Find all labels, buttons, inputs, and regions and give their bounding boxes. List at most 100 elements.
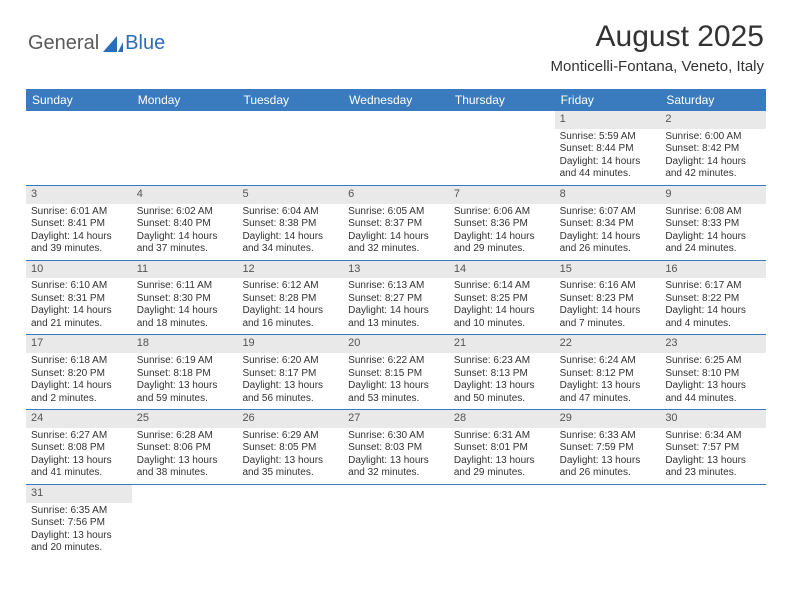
day-details: Sunrise: 6:04 AMSunset: 8:38 PMDaylight:… bbox=[237, 204, 343, 260]
day-sunset: Sunset: 7:59 PM bbox=[560, 442, 656, 455]
day-sunrise: Sunrise: 6:02 AM bbox=[137, 206, 233, 219]
calendar-week-row: 1Sunrise: 5:59 AMSunset: 8:44 PMDaylight… bbox=[26, 111, 766, 186]
day-sunrise: Sunrise: 6:19 AM bbox=[137, 355, 233, 368]
day-sunset: Sunset: 8:23 PM bbox=[560, 293, 656, 306]
day-sunrise: Sunrise: 5:59 AM bbox=[560, 131, 656, 144]
calendar-day-cell: 29Sunrise: 6:33 AMSunset: 7:59 PMDayligh… bbox=[555, 410, 661, 484]
day-daylight: Daylight: 14 hours and 4 minutes. bbox=[665, 305, 761, 330]
day-sunset: Sunset: 8:31 PM bbox=[31, 293, 127, 306]
calendar-empty-cell bbox=[660, 485, 766, 559]
day-number: 3 bbox=[26, 186, 132, 204]
day-sunset: Sunset: 8:06 PM bbox=[137, 442, 233, 455]
day-sunset: Sunset: 7:56 PM bbox=[31, 517, 127, 530]
day-details: Sunrise: 6:06 AMSunset: 8:36 PMDaylight:… bbox=[449, 204, 555, 260]
day-number: 28 bbox=[449, 410, 555, 428]
weekday-header: Monday bbox=[132, 89, 238, 111]
weekday-header: Friday bbox=[555, 89, 661, 111]
day-sunset: Sunset: 7:57 PM bbox=[665, 442, 761, 455]
day-details: Sunrise: 6:30 AMSunset: 8:03 PMDaylight:… bbox=[343, 428, 449, 484]
day-number: 30 bbox=[660, 410, 766, 428]
calendar-week-row: 31Sunrise: 6:35 AMSunset: 7:56 PMDayligh… bbox=[26, 485, 766, 559]
day-sunrise: Sunrise: 6:34 AM bbox=[665, 430, 761, 443]
day-daylight: Daylight: 13 hours and 20 minutes. bbox=[31, 530, 127, 555]
day-details: Sunrise: 6:34 AMSunset: 7:57 PMDaylight:… bbox=[660, 428, 766, 484]
day-details: Sunrise: 6:33 AMSunset: 7:59 PMDaylight:… bbox=[555, 428, 661, 484]
day-details: Sunrise: 6:16 AMSunset: 8:23 PMDaylight:… bbox=[555, 278, 661, 334]
calendar-day-cell: 30Sunrise: 6:34 AMSunset: 7:57 PMDayligh… bbox=[660, 410, 766, 484]
calendar-day-cell: 3Sunrise: 6:01 AMSunset: 8:41 PMDaylight… bbox=[26, 186, 132, 260]
day-sunrise: Sunrise: 6:31 AM bbox=[454, 430, 550, 443]
day-sunset: Sunset: 8:44 PM bbox=[560, 143, 656, 156]
calendar-day-cell: 21Sunrise: 6:23 AMSunset: 8:13 PMDayligh… bbox=[449, 335, 555, 409]
calendar: SundayMondayTuesdayWednesdayThursdayFrid… bbox=[26, 89, 766, 559]
day-sunrise: Sunrise: 6:10 AM bbox=[31, 280, 127, 293]
day-sunset: Sunset: 8:15 PM bbox=[348, 368, 444, 381]
day-number: 22 bbox=[555, 335, 661, 353]
day-details: Sunrise: 6:24 AMSunset: 8:12 PMDaylight:… bbox=[555, 353, 661, 409]
calendar-day-cell: 19Sunrise: 6:20 AMSunset: 8:17 PMDayligh… bbox=[237, 335, 343, 409]
day-sunset: Sunset: 8:37 PM bbox=[348, 218, 444, 231]
day-number: 20 bbox=[343, 335, 449, 353]
day-daylight: Daylight: 14 hours and 21 minutes. bbox=[31, 305, 127, 330]
day-details: Sunrise: 6:10 AMSunset: 8:31 PMDaylight:… bbox=[26, 278, 132, 334]
day-details: Sunrise: 6:12 AMSunset: 8:28 PMDaylight:… bbox=[237, 278, 343, 334]
calendar-day-cell: 5Sunrise: 6:04 AMSunset: 8:38 PMDaylight… bbox=[237, 186, 343, 260]
day-daylight: Daylight: 14 hours and 44 minutes. bbox=[560, 156, 656, 181]
day-sunrise: Sunrise: 6:11 AM bbox=[137, 280, 233, 293]
calendar-day-cell: 28Sunrise: 6:31 AMSunset: 8:01 PMDayligh… bbox=[449, 410, 555, 484]
day-sunset: Sunset: 8:12 PM bbox=[560, 368, 656, 381]
day-sunset: Sunset: 8:01 PM bbox=[454, 442, 550, 455]
day-details: Sunrise: 6:22 AMSunset: 8:15 PMDaylight:… bbox=[343, 353, 449, 409]
day-daylight: Daylight: 14 hours and 42 minutes. bbox=[665, 156, 761, 181]
day-number: 7 bbox=[449, 186, 555, 204]
day-number: 18 bbox=[132, 335, 238, 353]
day-daylight: Daylight: 14 hours and 39 minutes. bbox=[31, 231, 127, 256]
day-sunrise: Sunrise: 6:27 AM bbox=[31, 430, 127, 443]
day-daylight: Daylight: 14 hours and 26 minutes. bbox=[560, 231, 656, 256]
day-daylight: Daylight: 13 hours and 29 minutes. bbox=[454, 455, 550, 480]
day-sunset: Sunset: 8:10 PM bbox=[665, 368, 761, 381]
calendar-subtitle: Monticelli-Fontana, Veneto, Italy bbox=[551, 58, 764, 75]
day-number: 24 bbox=[26, 410, 132, 428]
page-header: General Blue August 2025 Monticelli-Font… bbox=[0, 0, 792, 81]
day-daylight: Daylight: 13 hours and 44 minutes. bbox=[665, 380, 761, 405]
calendar-header-row: SundayMondayTuesdayWednesdayThursdayFrid… bbox=[26, 89, 766, 111]
day-daylight: Daylight: 13 hours and 23 minutes. bbox=[665, 455, 761, 480]
day-number: 4 bbox=[132, 186, 238, 204]
day-daylight: Daylight: 13 hours and 41 minutes. bbox=[31, 455, 127, 480]
day-daylight: Daylight: 14 hours and 18 minutes. bbox=[137, 305, 233, 330]
day-sunrise: Sunrise: 6:13 AM bbox=[348, 280, 444, 293]
day-sunset: Sunset: 8:18 PM bbox=[137, 368, 233, 381]
day-sunrise: Sunrise: 6:06 AM bbox=[454, 206, 550, 219]
day-daylight: Daylight: 14 hours and 2 minutes. bbox=[31, 380, 127, 405]
day-sunset: Sunset: 8:27 PM bbox=[348, 293, 444, 306]
day-sunrise: Sunrise: 6:12 AM bbox=[242, 280, 338, 293]
day-sunrise: Sunrise: 6:18 AM bbox=[31, 355, 127, 368]
day-number: 25 bbox=[132, 410, 238, 428]
day-number: 23 bbox=[660, 335, 766, 353]
day-daylight: Daylight: 13 hours and 26 minutes. bbox=[560, 455, 656, 480]
day-details: Sunrise: 6:25 AMSunset: 8:10 PMDaylight:… bbox=[660, 353, 766, 409]
day-daylight: Daylight: 14 hours and 7 minutes. bbox=[560, 305, 656, 330]
logo-sail-icon bbox=[103, 36, 123, 52]
day-sunset: Sunset: 8:36 PM bbox=[454, 218, 550, 231]
weekday-header: Thursday bbox=[449, 89, 555, 111]
day-details: Sunrise: 6:08 AMSunset: 8:33 PMDaylight:… bbox=[660, 204, 766, 260]
day-details: Sunrise: 6:19 AMSunset: 8:18 PMDaylight:… bbox=[132, 353, 238, 409]
calendar-week-row: 3Sunrise: 6:01 AMSunset: 8:41 PMDaylight… bbox=[26, 186, 766, 261]
day-details: Sunrise: 6:31 AMSunset: 8:01 PMDaylight:… bbox=[449, 428, 555, 484]
calendar-empty-cell bbox=[449, 111, 555, 185]
day-sunrise: Sunrise: 6:16 AM bbox=[560, 280, 656, 293]
day-details: Sunrise: 6:18 AMSunset: 8:20 PMDaylight:… bbox=[26, 353, 132, 409]
calendar-title: August 2025 bbox=[551, 20, 764, 54]
calendar-day-cell: 23Sunrise: 6:25 AMSunset: 8:10 PMDayligh… bbox=[660, 335, 766, 409]
calendar-day-cell: 7Sunrise: 6:06 AMSunset: 8:36 PMDaylight… bbox=[449, 186, 555, 260]
calendar-day-cell: 22Sunrise: 6:24 AMSunset: 8:12 PMDayligh… bbox=[555, 335, 661, 409]
day-number: 6 bbox=[343, 186, 449, 204]
calendar-empty-cell bbox=[555, 485, 661, 559]
calendar-day-cell: 12Sunrise: 6:12 AMSunset: 8:28 PMDayligh… bbox=[237, 261, 343, 335]
day-sunrise: Sunrise: 6:00 AM bbox=[665, 131, 761, 144]
day-details: Sunrise: 6:01 AMSunset: 8:41 PMDaylight:… bbox=[26, 204, 132, 260]
day-number: 8 bbox=[555, 186, 661, 204]
day-daylight: Daylight: 13 hours and 56 minutes. bbox=[242, 380, 338, 405]
